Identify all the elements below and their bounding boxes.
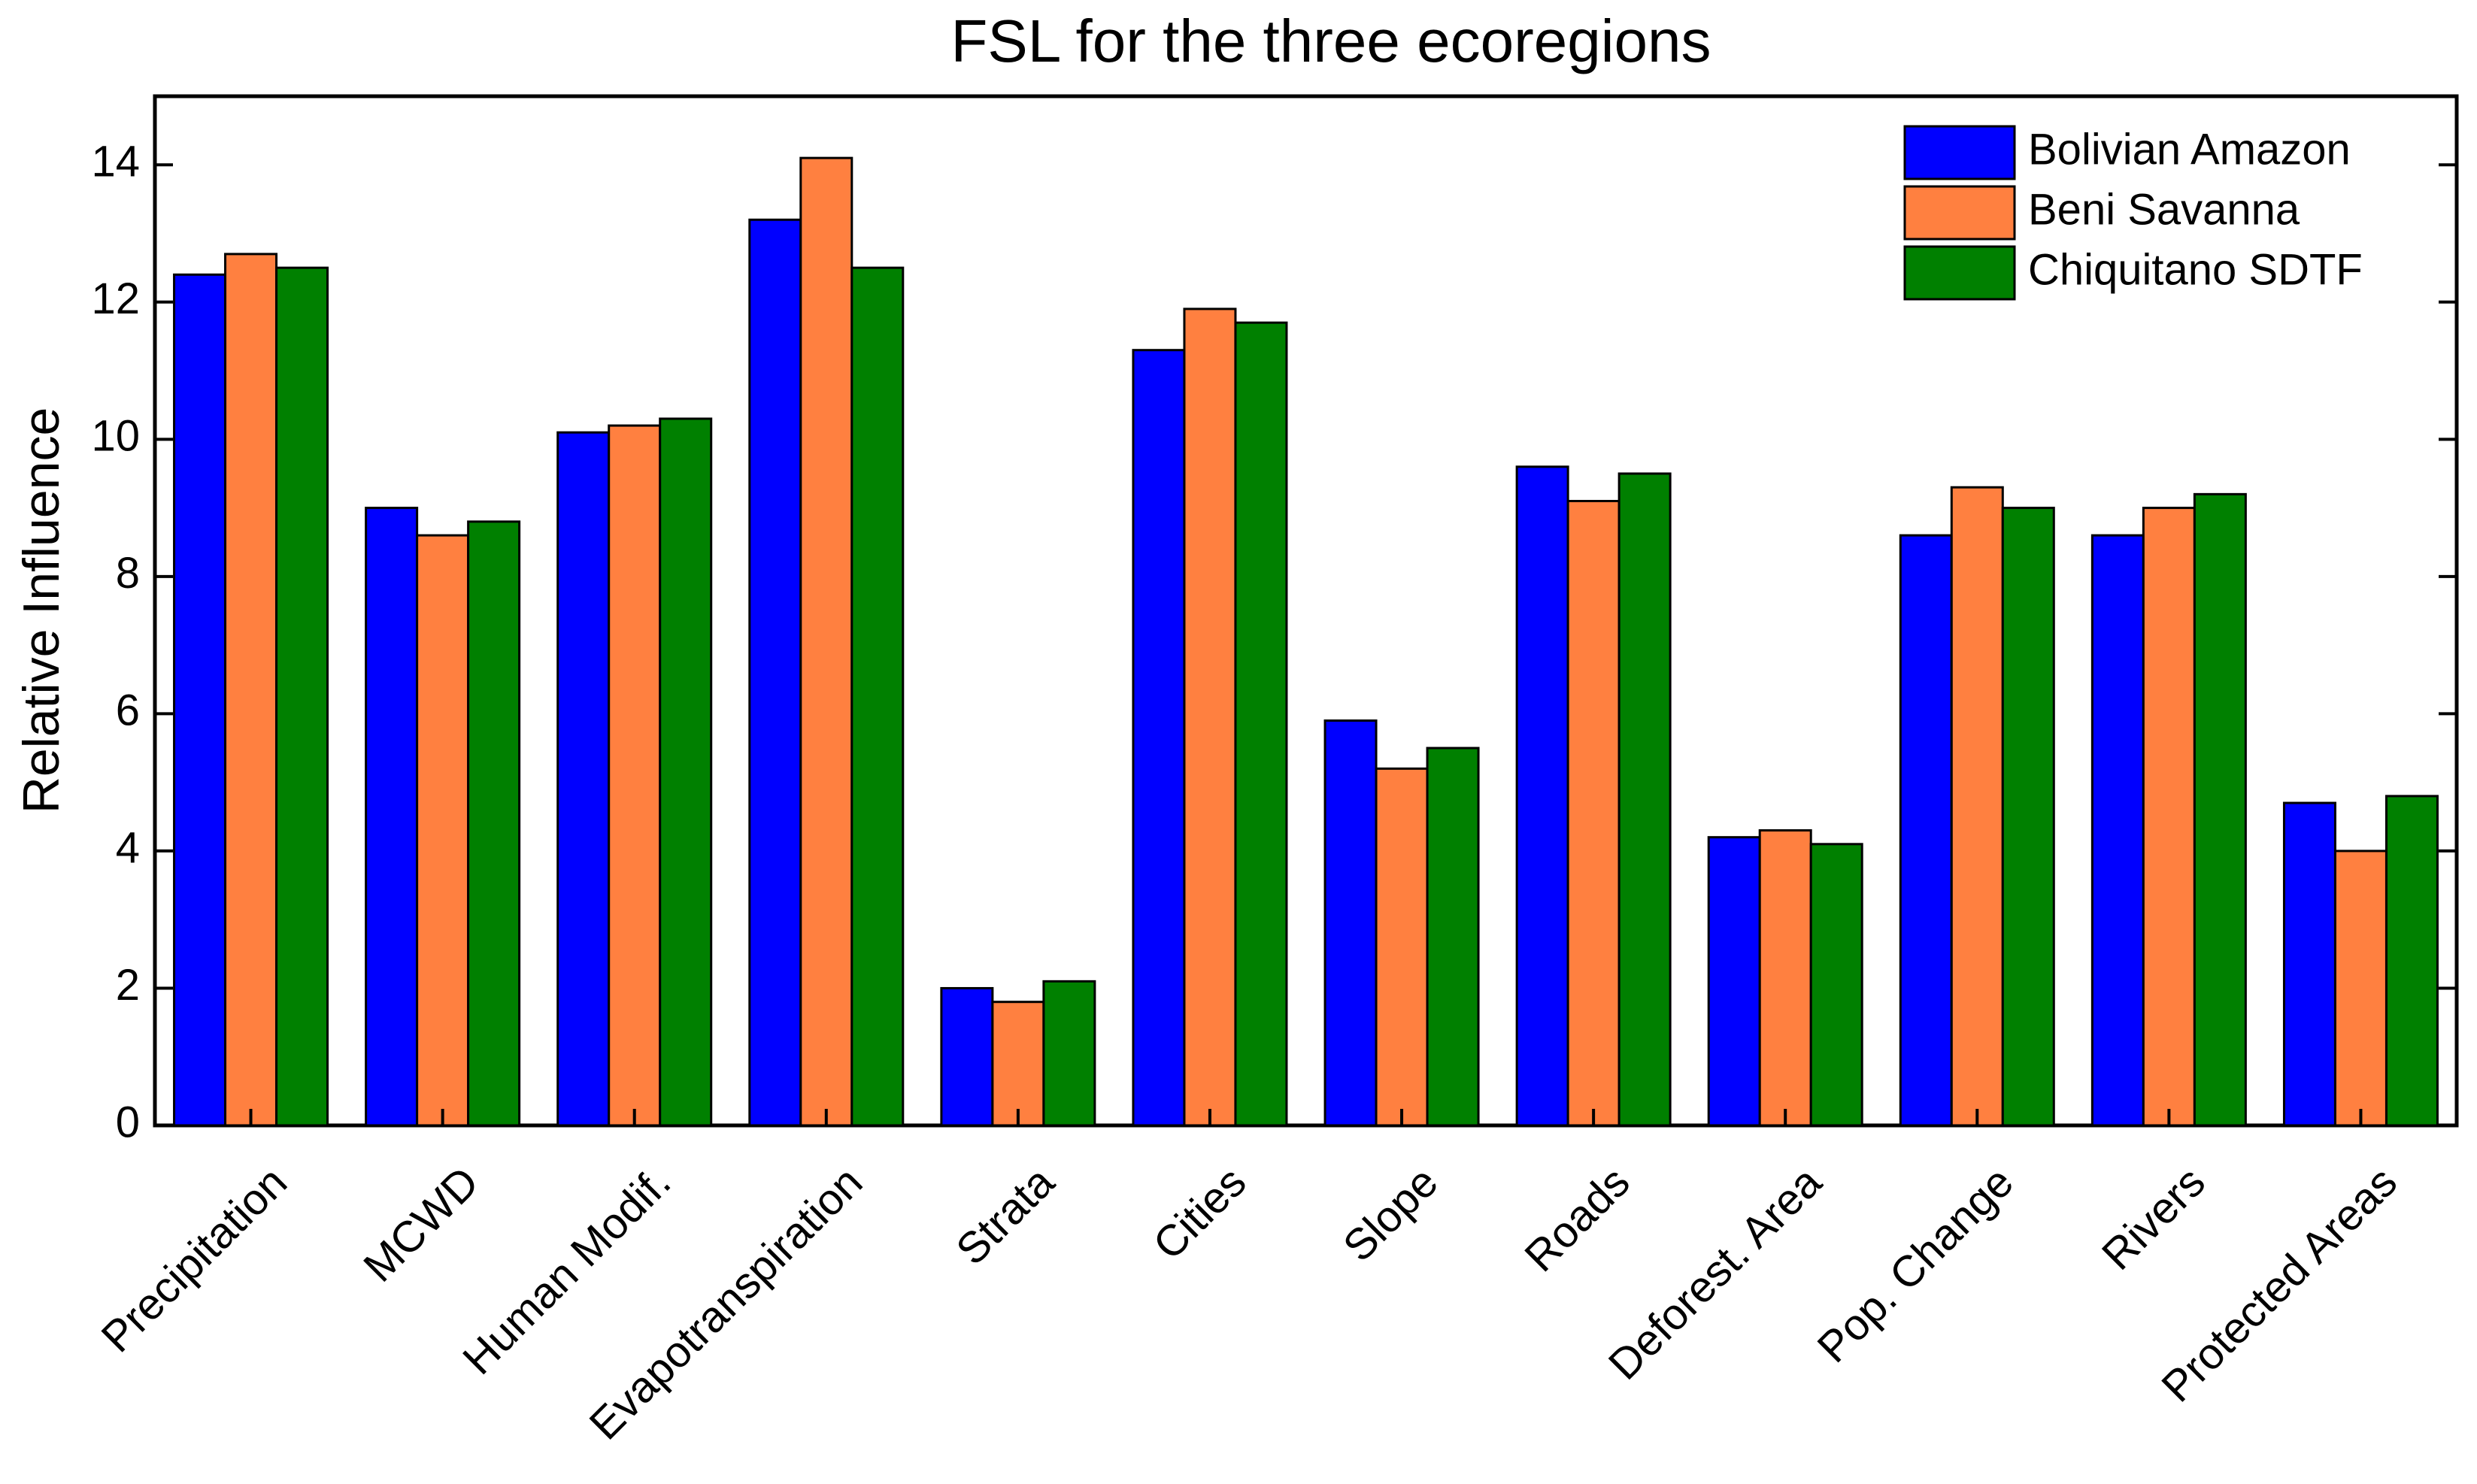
x-tick-label: MCWD	[354, 1158, 488, 1292]
x-tick-label: Strata	[947, 1157, 1064, 1274]
y-tick-label: 8	[116, 549, 140, 598]
legend-label-beni-savanna: Beni Savanna	[2028, 185, 2300, 234]
chart-title: FSL for the three ecoregions	[951, 8, 1711, 74]
x-tick-label: Slope	[1334, 1158, 1448, 1271]
y-tick-label: 14	[91, 138, 140, 186]
bar-bolivian-amazon-slope	[1323, 719, 1378, 1127]
bar-beni-savanna-protected-areas	[2333, 850, 2388, 1127]
bar-chiquitano-sdtf-human-modif	[659, 417, 713, 1127]
y-tick-label: 6	[116, 686, 140, 735]
bar-chiquitano-sdtf-pop-change	[2001, 507, 2055, 1127]
x-tick-label: Rivers	[2093, 1158, 2215, 1280]
bar-chiquitano-sdtf-deforest-area	[1809, 843, 1863, 1127]
legend-swatch-bolivian-amazon	[1903, 125, 2016, 180]
y-tick-label: 10	[91, 412, 140, 461]
bar-beni-savanna-strata	[991, 1001, 1045, 1127]
bar-bolivian-amazon-protected-areas	[2282, 801, 2336, 1127]
plot-border	[153, 94, 2459, 1128]
bar-beni-savanna-slope	[1375, 767, 1429, 1127]
y-tick-label: 12	[91, 274, 140, 323]
bars	[173, 156, 2439, 1127]
bar-chiquitano-sdtf-protected-areas	[2385, 795, 2439, 1127]
x-tick-label: Cities	[1144, 1158, 1256, 1270]
bar-bolivian-amazon-strata	[940, 986, 994, 1127]
legend: Bolivian Amazon Beni Savanna Chiquitano SD…	[1903, 125, 2363, 301]
y-tick-label: 4	[116, 823, 140, 872]
x-tick-label: Pop. Change	[1808, 1158, 2023, 1372]
y-tick-label: 0	[116, 1098, 140, 1146]
bar-beni-savanna-human-modif	[608, 424, 662, 1127]
legend-label-chiquitano-sdtf: Chiquitano SDTF	[2028, 245, 2363, 294]
bar-beni-savanna-evapotranspiration	[799, 156, 853, 1127]
x-tick-label: Roads	[1515, 1158, 1639, 1282]
y-tick-label: 2	[116, 961, 140, 1010]
plot-area	[153, 94, 2459, 1128]
y-axis-label: Relative Influence	[13, 407, 70, 814]
bar-beni-savanna-deforest-area	[1758, 829, 1812, 1127]
bar-bolivian-amazon-mcwd	[365, 507, 419, 1127]
bar-chiquitano-sdtf-mcwd	[467, 520, 521, 1127]
bar-bolivian-amazon-pop-change	[1899, 534, 1953, 1127]
bar-chiquitano-sdtf-cities	[1234, 321, 1288, 1127]
legend-swatch-beni-savanna	[1903, 185, 2016, 241]
bar-bolivian-amazon-roads	[1515, 465, 1569, 1127]
bar-beni-savanna-cities	[1183, 307, 1237, 1127]
bar-beni-savanna-roads	[1566, 499, 1621, 1127]
bar-bolivian-amazon-rivers	[2090, 534, 2145, 1127]
bar-bolivian-amazon-evapotranspiration	[748, 218, 802, 1127]
bar-beni-savanna-rivers	[2142, 507, 2196, 1127]
bar-beni-savanna-precipitation	[224, 253, 278, 1127]
bar-beni-savanna-mcwd	[416, 534, 470, 1127]
bar-chiquitano-sdtf-evapotranspiration	[850, 266, 905, 1127]
bar-beni-savanna-pop-change	[1950, 486, 2004, 1127]
bar-chiquitano-sdtf-roads	[1617, 472, 1672, 1127]
bar-chiquitano-sdtf-rivers	[2193, 492, 2247, 1127]
bar-bolivian-amazon-deforest-area	[1707, 836, 1761, 1127]
bar-chiquitano-sdtf-precipitation	[275, 266, 329, 1127]
bar-bolivian-amazon-precipitation	[173, 273, 227, 1127]
bar-bolivian-amazon-human-modif	[556, 431, 611, 1127]
bar-bolivian-amazon-cities	[1132, 349, 1186, 1127]
bar-chiquitano-sdtf-strata	[1042, 980, 1096, 1127]
x-tick-label: Precipitation	[92, 1158, 296, 1362]
legend-label-bolivian-amazon: Bolivian Amazon	[2028, 125, 2351, 174]
legend-swatch-chiquitano-sdtf	[1903, 245, 2016, 301]
bar-chiquitano-sdtf-slope	[1426, 747, 1480, 1127]
